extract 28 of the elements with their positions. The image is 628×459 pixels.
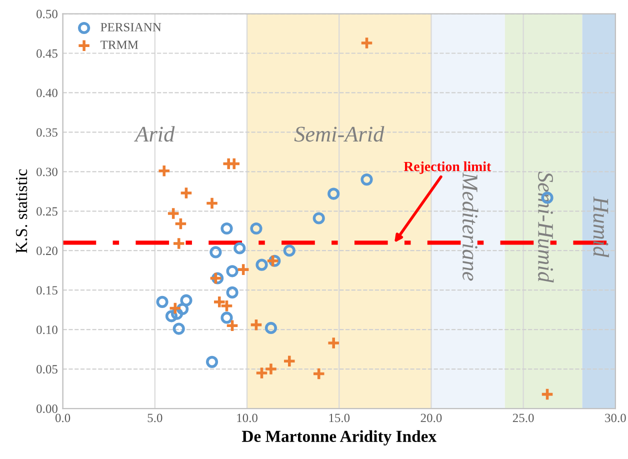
band-label: Humid (593, 196, 609, 258)
y-tick-label: 0.35 (36, 128, 58, 137)
annotation: Arid (134, 126, 175, 142)
legend-label: TRMM (100, 40, 138, 49)
y-tick-label: 0.00 (36, 404, 58, 414)
y-tick-label: 0.25 (36, 207, 58, 216)
x-tick-label: 10.0 (237, 414, 258, 422)
y-tick-label: 0.15 (36, 286, 58, 295)
y-tick-label: 0.20 (36, 246, 58, 256)
y-tick-label: 0.40 (36, 88, 58, 98)
y-tick-label: 0.05 (36, 365, 58, 374)
x-axis-title: De Martonne Aridity Index (242, 430, 436, 446)
legend-label: PERSIANN (100, 22, 162, 32)
x-tick-label: 0.0 (55, 414, 70, 422)
x-tick-label: 5.0 (148, 414, 162, 422)
x-tick-label: 15.0 (329, 414, 350, 422)
annotation: Rejection limit (404, 161, 492, 174)
x-tick-label: 25.0 (512, 414, 534, 422)
x-tick-label: 30.0 (605, 414, 626, 422)
y-tick-label: 0.10 (36, 326, 58, 334)
y-axis-title: K.S. statistic (16, 169, 28, 254)
x-tick-label: 20.0 (420, 414, 442, 422)
band-label: Semi-Arid (294, 126, 384, 142)
y-tick-label: 0.45 (36, 49, 58, 58)
y-tick-label: 0.30 (36, 168, 58, 176)
band-label: Mediteriane (462, 172, 478, 281)
band-label: Semi-Humid (538, 172, 554, 283)
y-tick-label: 0.50 (36, 10, 58, 18)
